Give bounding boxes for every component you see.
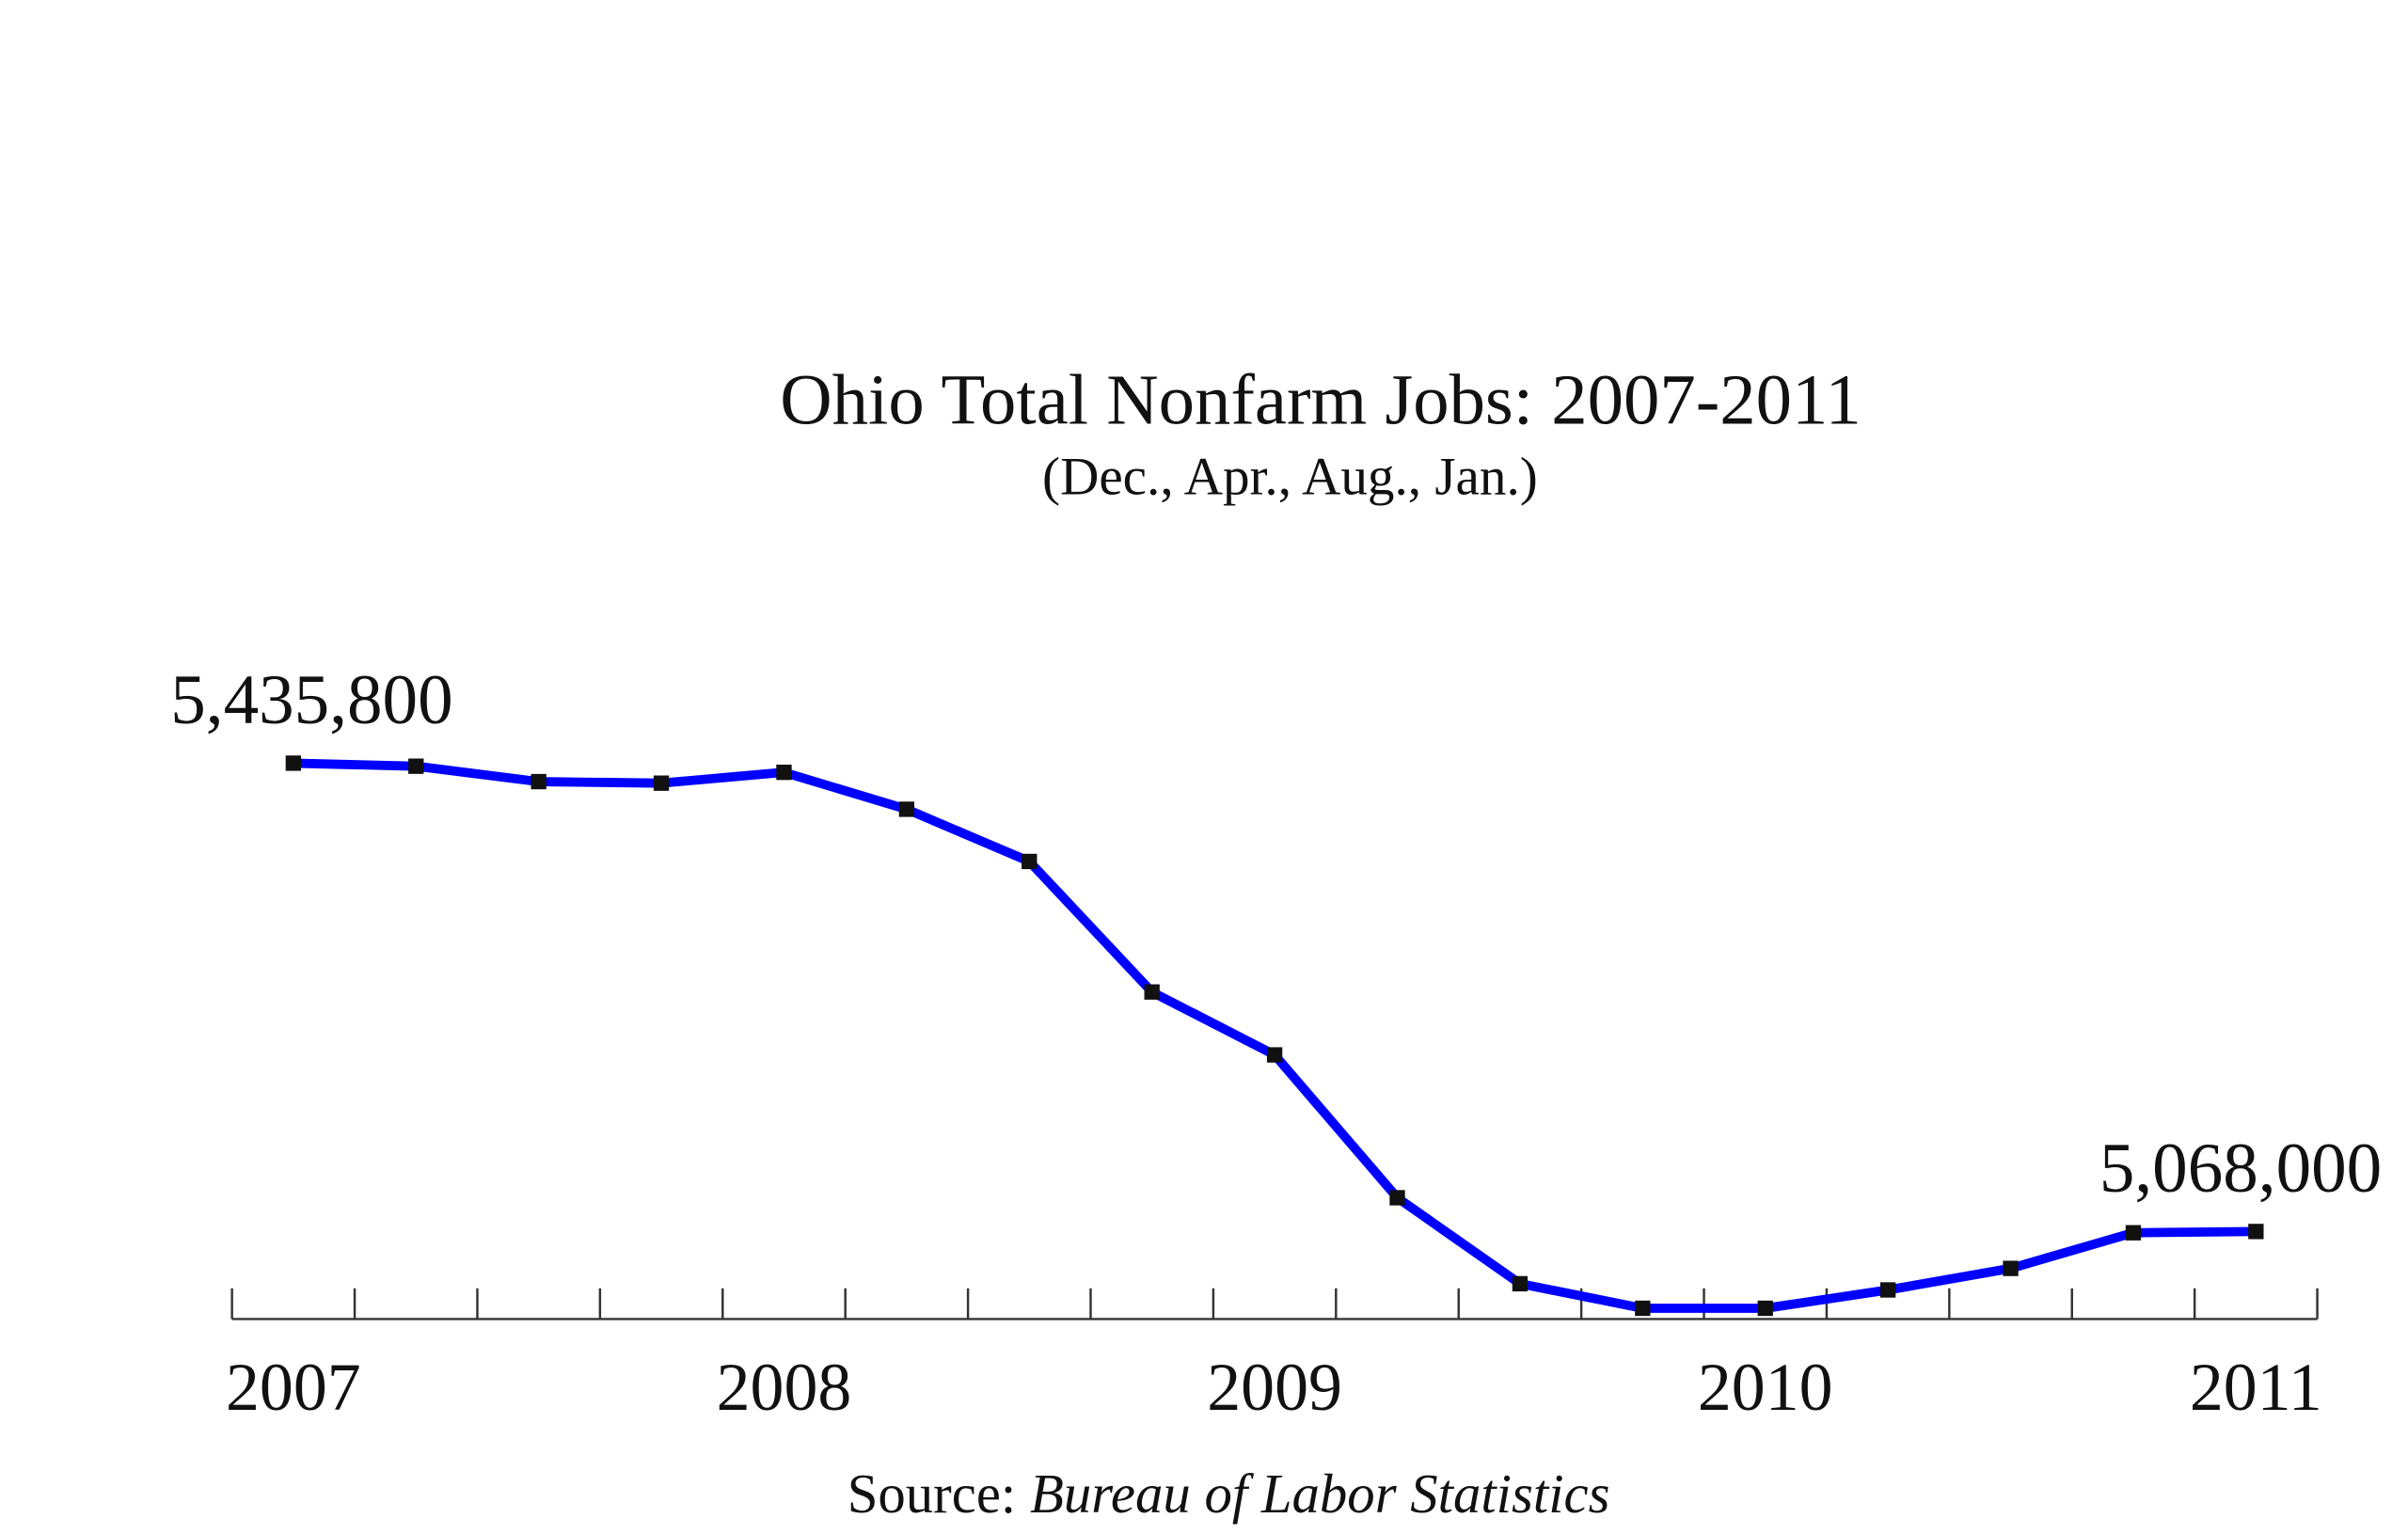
data-label: 5,068,000 <box>2099 1130 2382 1208</box>
point-marker <box>1022 853 1038 870</box>
source-name: Bureau of Labor Statistics <box>1030 1463 1610 1525</box>
point-marker <box>2003 1260 2019 1276</box>
source-label: Source: <box>848 1463 1017 1525</box>
point-marker <box>1879 1282 1896 1298</box>
point-marker <box>285 755 302 771</box>
point-marker <box>1389 1190 1405 1206</box>
point-marker <box>1757 1300 1773 1317</box>
point-marker <box>776 765 792 781</box>
point-marker <box>898 801 915 817</box>
point-marker <box>2125 1225 2142 1241</box>
x-tick-label: 2011 <box>2190 1350 2322 1425</box>
x-tick-label: 2010 <box>1698 1350 1833 1425</box>
chart-title: Ohio Total Nonfarm Jobs: 2007-2011 <box>780 360 1861 440</box>
point-marker <box>531 773 547 790</box>
point-marker <box>1144 984 1160 1000</box>
point-marker <box>653 775 670 791</box>
point-marker <box>1512 1275 1529 1292</box>
x-tick-label: 2008 <box>717 1350 852 1425</box>
point-marker <box>1266 1047 1283 1063</box>
source: Source: Bureau of Labor Statistics <box>848 1463 1610 1525</box>
point-marker <box>1635 1300 1651 1317</box>
x-tick-label: 2007 <box>226 1350 361 1425</box>
chart-subtitle: (Dec., Apr., Aug., Jan.) <box>1042 448 1538 507</box>
point-marker <box>408 758 424 774</box>
data-label: 5,435,800 <box>170 661 452 739</box>
point-marker <box>2248 1224 2264 1240</box>
x-tick-label: 2009 <box>1207 1350 1342 1425</box>
